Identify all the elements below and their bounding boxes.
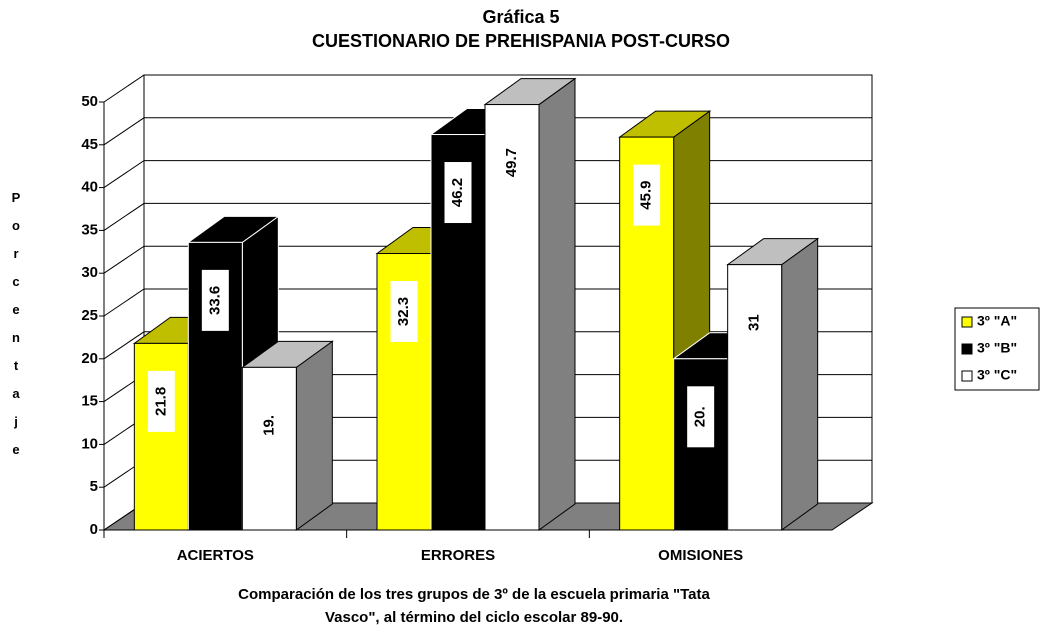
y-tick-label: 5 (90, 478, 98, 495)
y-tick-label: 35 (81, 221, 98, 238)
caption: Comparación de los tres grupos de 3º de … (238, 586, 710, 603)
y-tick-label: 45 (81, 136, 98, 153)
x-tick-label: ACIERTOS (177, 547, 254, 564)
y-tick-label: 20 (81, 350, 98, 367)
y-tick-label: 50 (81, 93, 98, 110)
legend-label: 3º "A" (977, 313, 1017, 329)
legend-label: 3º "B" (977, 340, 1017, 356)
grid-line (103, 74, 872, 103)
value-label: 31 (746, 314, 763, 331)
value-label: 21.8 (152, 387, 169, 416)
value-label: 49.7 (503, 148, 520, 177)
x-tick-label: ERRORES (421, 547, 495, 564)
y-tick-label: 10 (81, 435, 98, 452)
value-label-box (201, 269, 229, 331)
bar-side (295, 340, 333, 531)
chart-title: CUESTIONARIO DE PREHISPANIA POST-CURSO (312, 31, 730, 51)
bar-side (538, 77, 576, 531)
value-label-box (390, 281, 418, 343)
value-label: 45.9 (638, 180, 655, 209)
y-tick-label: 40 (81, 179, 98, 196)
value-label: 46.2 (449, 178, 466, 207)
x-tick-label: OMISIONES (658, 547, 743, 564)
chart-title: Gráfica 5 (482, 7, 559, 27)
value-label: 20. (692, 406, 709, 427)
value-label-box (741, 292, 769, 354)
grid-line (103, 117, 872, 146)
bar-side (781, 237, 819, 531)
y-tick-label: 15 (81, 393, 98, 410)
y-tick-label: 0 (90, 521, 98, 538)
y-axis-label: Porcentaje (9, 190, 24, 470)
legend-swatch (961, 370, 973, 382)
legend-swatch (961, 343, 973, 355)
value-label-box (687, 386, 715, 448)
caption: Vasco", al término del ciclo escolar 89-… (325, 609, 623, 626)
value-label-box (633, 164, 661, 226)
y-tick-label: 25 (81, 307, 98, 324)
legend-label: 3º "C" (977, 367, 1017, 383)
value-label-box (498, 132, 526, 194)
value-label-box (444, 162, 472, 224)
value-label: 32.3 (395, 297, 412, 326)
value-label-box (255, 394, 283, 456)
y-tick-label: 30 (81, 264, 98, 281)
value-label-box (147, 370, 175, 432)
legend-swatch (961, 316, 973, 328)
value-label: 19. (260, 415, 277, 436)
value-label: 33.6 (206, 286, 223, 315)
